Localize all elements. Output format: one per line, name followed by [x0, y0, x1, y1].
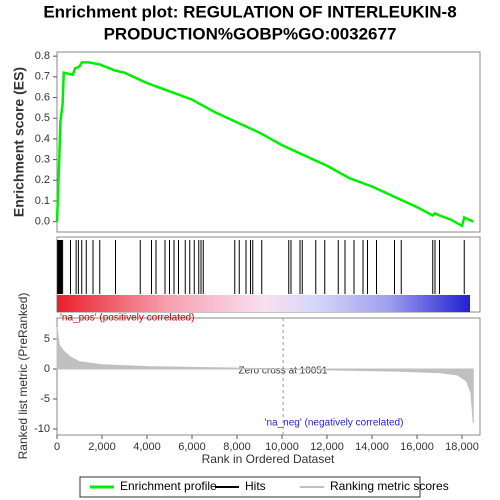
es-line: [55, 61, 474, 228]
x-tick-label: 16,000: [400, 441, 434, 453]
y-tick-label: 5: [44, 333, 50, 345]
x-tick-label: 4,000: [133, 441, 161, 453]
es-panel: [56, 51, 481, 233]
legend-box: [79, 476, 421, 498]
y-tick-label: 0: [44, 363, 50, 375]
rank-colorbar: [57, 295, 470, 312]
x-tick-label: 14,000: [355, 441, 389, 453]
y-tick-label: 0.3: [35, 153, 50, 165]
legend-label: Hits: [245, 479, 266, 493]
x-tick-label: 0: [54, 441, 60, 453]
y-axis-label: Enrichment score (ES): [11, 67, 27, 217]
y-tick-label: 0.2: [35, 174, 50, 186]
annotation: 'na_pos' (positively correlated): [60, 313, 194, 324]
x-tick-label: 10,000: [265, 441, 299, 453]
annotation: Zero cross at 10051: [239, 366, 328, 377]
legend-label: Enrichment profile: [120, 479, 217, 493]
legend: [79, 476, 421, 498]
annotation: 'na_neg' (negatively correlated): [265, 418, 404, 429]
metric-panel: [56, 317, 481, 436]
y-tick-label: 0.5: [35, 112, 50, 124]
y-tick-label: 0.7: [35, 71, 50, 83]
x-tick-label: 2,000: [88, 441, 116, 453]
chart-title: PRODUCTION%GOBP%GO:0032677: [104, 24, 397, 43]
y-tick-label: 0.8: [35, 50, 50, 62]
y-tick-label: 0.0: [35, 216, 50, 228]
y-tick-label: 0.4: [35, 133, 50, 145]
y-axis-label: Ranked list metric (PreRanked): [16, 293, 30, 460]
y-tick-label: -5: [40, 393, 50, 405]
chart-title: Enrichment plot: REGULATION OF INTERLEUK…: [43, 2, 456, 21]
x-tick-label: 6,000: [178, 441, 206, 453]
y-tick-label: 0.6: [35, 91, 50, 103]
y-tick-label: 0.1: [35, 195, 50, 207]
x-tick-label: 18,000: [445, 441, 479, 453]
legend-label: Ranking metric scores: [330, 479, 449, 493]
x-axis-label: Rank in Ordered Dataset: [202, 452, 335, 466]
x-tick-label: 8,000: [223, 441, 251, 453]
x-tick-label: 12,000: [310, 441, 344, 453]
y-tick-label: -10: [34, 423, 50, 435]
